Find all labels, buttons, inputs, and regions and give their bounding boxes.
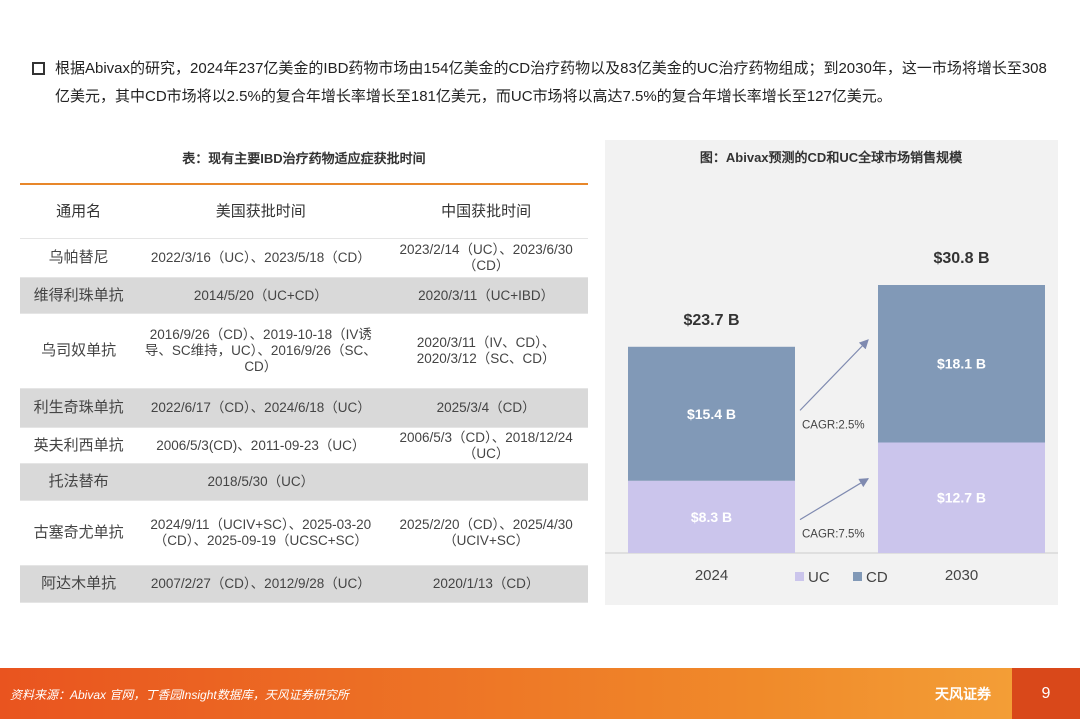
table-cell: 2006/5/3(CD)、2011-09-23（UC）: [137, 427, 385, 464]
total-label: $23.7 B: [683, 312, 739, 329]
header-cell: 通用名: [20, 184, 138, 239]
table-cell: 阿达木单抗: [20, 565, 138, 603]
chart-title: 图：Abivax预测的CD和UC全球市场销售规模: [700, 150, 963, 165]
table-cell: 2020/3/11（IV、CD）、2020/3/12（SC、CD）: [384, 313, 588, 389]
table-row: 乌帕替尼 2022/3/16（UC）、2023/5/18（CD） 2023/2/14…: [20, 238, 588, 278]
total-label: $30.8 B: [933, 250, 989, 267]
table-row: 英夫利西单抗 2006/5/3(CD)、2011-09-23（UC） 2006/5/…: [20, 427, 588, 464]
table-cell: 2024/9/11（UCIV+SC）、2025-03-20（CD）、2025-0…: [137, 500, 385, 566]
cagr-arrow: [799, 339, 869, 411]
header-cell: 美国获批时间: [137, 184, 385, 239]
table-cell: 乌帕替尼: [20, 238, 138, 278]
table-cell: 2007/2/27（CD）、2012/9/28（UC）: [137, 565, 385, 603]
table-title: 表：现有主要IBD治疗药物适应症获批时间: [182, 151, 426, 166]
chart: 图：Abivax预测的CD和UC全球市场销售规模 $8.3 B $15.4 B $2…: [605, 140, 1058, 605]
table-row: 托法替布 2018/5/30（UC）: [20, 463, 588, 501]
header-cell: 中国获批时间: [384, 184, 588, 239]
table-cell: 维得利珠单抗: [20, 277, 138, 314]
bullet: [32, 62, 45, 75]
table-cell: 2022/3/16（UC）、2023/5/18（CD）: [137, 238, 385, 278]
table-row: 乌司奴单抗 2016/9/26（CD）、2019-10-18（IV诱导、SC维持，…: [20, 313, 588, 389]
footer: 资料来源：Abivax 官网，丁香园Insight数据库，天风证券研究所 天风证…: [0, 668, 1080, 719]
cagr-label: CAGR:2.5%: [802, 419, 865, 431]
legend-label: CD: [866, 569, 888, 586]
table-cell: 古塞奇尤单抗: [20, 500, 138, 566]
table-cell: 2020/3/11（UC+IBD）: [384, 277, 588, 314]
bar-segment: [878, 442, 1045, 553]
table-row: 古塞奇尤单抗 2024/9/11（UCIV+SC）、2025-03-20（CD）、…: [20, 500, 588, 566]
table-cell: 托法替布: [20, 463, 138, 501]
table-cell: 英夫利西单抗: [20, 427, 138, 464]
table-row: 利生奇珠单抗 2022/6/17（CD）、2024/6/18（UC） 2025/3/…: [20, 388, 588, 428]
value-label: $15.4 B: [687, 406, 736, 422]
value-label: $12.7 B: [937, 490, 986, 506]
legend-label: UC: [808, 569, 830, 586]
table: 通用名 美国获批时间 中国获批时间 乌帕替尼 2022/3/16（UC）、2023/5/…: [20, 183, 588, 603]
logo: 天风证券: [935, 686, 991, 702]
source: 资料来源：Abivax 官网，丁香园Insight数据库，天风证券研究所: [10, 688, 349, 702]
table-cell: 2006/5/3（CD）、2018/12/24（UC）: [384, 427, 588, 464]
legend-swatch: [795, 572, 804, 581]
table-row: 阿达木单抗 2007/2/27（CD）、2012/9/28（UC） 2020/1/1…: [20, 565, 588, 603]
table-cell: 2023/2/14（UC）、2023/6/30（CD）: [384, 238, 588, 278]
table-cell: 乌司奴单抗: [20, 313, 138, 389]
table-row: 维得利珠单抗 2014/5/20（UC+CD） 2020/3/11（UC+IBD）: [20, 277, 588, 314]
value-label: $18.1 B: [937, 356, 986, 372]
bar-segment: [878, 285, 1045, 443]
x-tick-label: 2030: [945, 567, 978, 584]
bar-segment: [628, 346, 795, 481]
value-label: $8.3 B: [691, 509, 732, 525]
table-cell: 2016/9/26（CD）、2019-10-18（IV诱导、SC维持，UC）、2…: [137, 313, 385, 389]
table-cell: [384, 463, 588, 501]
cagr-arrow: [799, 478, 870, 521]
x-tick-label: 2024: [695, 567, 728, 584]
cagr-label: CAGR:7.5%: [802, 529, 865, 541]
table-cell: 2014/5/20（UC+CD）: [137, 277, 385, 314]
page-number: 9: [1012, 668, 1080, 719]
table-cell: 2025/3/4（CD）: [384, 388, 588, 428]
legend-swatch: [853, 572, 862, 581]
table-cell: 利生奇珠单抗: [20, 388, 138, 428]
header-row: 通用名 美国获批时间 中国获批时间: [20, 184, 588, 239]
table-cell: 2025/2/20（CD）、2025/4/30（UCIV+SC）: [384, 500, 588, 566]
table-cell: 2018/5/30（UC）: [137, 463, 385, 501]
bar-segment: [628, 480, 795, 553]
intro-text: 根据Abivax的研究，2024年237亿美金的IBD药物市场由154亿美金的C…: [55, 60, 1047, 105]
table-cell: 2020/1/13（CD）: [384, 565, 588, 603]
table-cell: 2022/6/17（CD）、2024/6/18（UC）: [137, 388, 385, 428]
